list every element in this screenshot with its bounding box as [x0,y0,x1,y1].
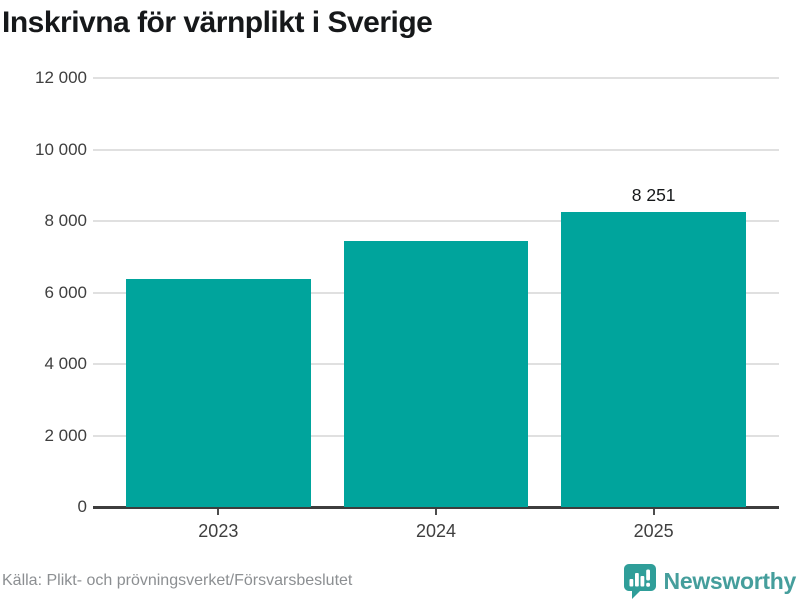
x-axis-tick-label: 2024 [415,521,457,541]
x-axis-line [93,506,779,509]
y-axis-tick-label: 6 000 [44,282,87,302]
bar-value-label: 8 251 [631,185,676,206]
gridline-12000 [93,77,779,79]
y-axis-tick-label: 4 000 [44,354,87,373]
newsworthy-bubble-chart-icon [623,563,657,599]
x-axis-tick [217,509,220,515]
y-axis-tick-label: 0 [77,497,87,516]
y-axis-tick-label: 12 000 [35,68,87,87]
y-axis-tick-label: 8 000 [44,211,87,230]
x-axis-tick [652,509,655,515]
gridline-10000 [93,148,779,151]
gridline-8000 [93,220,779,222]
newsworthy-logo: Newsworthy [623,562,796,600]
y-axis-tick-label: 10 000 [35,139,87,159]
y-axis-tick-label: 2 000 [44,425,87,445]
newsworthy-wordmark: Newsworthy [663,567,797,594]
x-axis-tick-label: 2025 [633,521,674,541]
x-axis-tick-label: 2023 [198,521,239,541]
bar-2023 [126,278,311,507]
bar-2025 [561,212,746,507]
x-axis-tick [435,509,437,515]
bar-2024 [343,241,529,507]
chart-title: Inskrivna för värnplikt i Sverige [2,6,433,39]
source-attribution: Källa: Plikt- och prövningsverket/Försva… [2,572,353,589]
